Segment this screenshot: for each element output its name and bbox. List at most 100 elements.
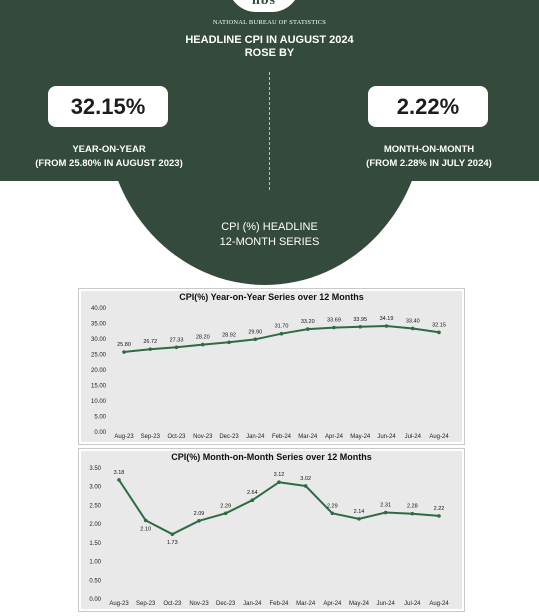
mom-label-title: MONTH-ON-MONTH [383,144,475,155]
y-tick-label: 2.00 [89,522,101,528]
data-point [250,498,255,502]
chart-title: CPI(%) Month-on-Month Series over 12 Mon… [171,452,372,462]
data-point [223,511,228,516]
yoy-label-title: YEAR-ON-YEAR [72,144,146,155]
y-tick-label: 20.00 [91,368,107,374]
x-tick-label: Jun-24 [377,434,396,440]
y-tick-label: 3.50 [89,466,101,472]
yoy-chart-panel: CPI(%) Year-on-Year Series over 12 Month… [78,288,465,445]
x-tick-label: Jul-24 [404,601,421,607]
data-label: 3.18 [114,470,125,476]
data-label: 27.33 [170,337,184,343]
data-point [143,518,148,523]
data-label: 1.73 [167,540,178,546]
mom-chart-panel: CPI(%) Month-on-Month Series over 12 Mon… [78,448,465,612]
mom-label-sub: (FROM 2.28% IN JULY 2024) [366,158,492,169]
x-tick-label: May-24 [350,434,371,440]
data-label: 28.20 [196,335,210,341]
data-point [330,511,335,516]
x-tick-label: Sep-23 [136,601,156,607]
data-label: 3.12 [274,472,285,478]
y-tick-label: 15.00 [91,384,107,390]
data-label: 34.19 [380,316,394,322]
data-label: 2.22 [434,506,445,512]
data-point [279,331,284,336]
chart-background [81,451,462,609]
yoy-label: YEAR-ON-YEAR (FROM 25.80% IN AUGUST 2023… [4,143,214,171]
mom-value-box: 2.22% [368,86,488,127]
mom-chart: CPI(%) Month-on-Month Series over 12 Mon… [81,451,462,609]
x-tick-label: Mar-24 [298,434,318,440]
data-label: 33.95 [353,317,367,323]
x-tick-label: Apr-24 [323,601,342,607]
data-point [437,514,441,518]
data-point [253,337,258,342]
x-tick-label: Oct-23 [167,434,186,440]
yoy-chart: CPI(%) Year-on-Year Series over 12 Month… [81,291,462,442]
x-tick-label: Jun-24 [376,601,395,607]
x-tick-label: Feb-24 [272,434,292,440]
y-tick-label: 0.00 [89,597,101,603]
headline-title: HEADLINE CPI IN AUGUST 2024 ROSE BY [0,34,539,60]
x-tick-label: Apr-24 [325,434,344,440]
data-label: 26.72 [143,339,157,345]
data-point [170,532,175,537]
data-label: 2.29 [220,503,231,509]
x-tick-label: Oct-23 [163,601,182,607]
x-tick-label: Jul-24 [405,434,422,440]
y-tick-label: 35.00 [91,322,107,328]
data-point [277,480,281,485]
mom-label: MONTH-ON-MONTH (FROM 2.28% IN JULY 2024) [332,143,526,171]
data-point [437,330,441,335]
yoy-label-sub: (FROM 25.80% IN AUGUST 2023) [35,158,183,169]
series-title: CPI (%) HEADLINE 12-MONTH SERIES [0,220,539,250]
data-point [383,510,388,515]
logo-text: nbs [251,0,277,8]
data-label: 2.29 [327,503,338,509]
data-label: 2.64 [247,490,258,496]
data-label: 33.20 [301,319,315,325]
data-label: 3.02 [300,476,311,482]
series-title-line-1: CPI (%) HEADLINE [221,221,318,233]
agency-name: NATIONAL BUREAU OF STATISTICS [212,19,327,26]
data-point [117,478,121,482]
data-point [303,484,308,488]
data-label: 2.28 [407,504,418,510]
series-title-line-2: 12-MONTH SERIES [219,236,320,248]
chart-background [81,291,462,442]
x-tick-label: Jan-24 [243,601,262,607]
data-label: 2.14 [354,509,365,515]
data-label: 25.80 [117,342,131,348]
nbs-logo: nbs [228,0,300,12]
yoy-value-box: 32.15% [48,86,168,127]
x-tick-label: Aug-24 [429,434,449,440]
data-label: 2.10 [140,526,151,532]
data-point [410,326,415,331]
x-tick-label: Aug-23 [114,434,134,440]
headline-line-2: ROSE BY [244,47,295,59]
y-tick-label: 10.00 [91,399,107,405]
y-tick-label: 0.00 [94,430,106,436]
yoy-value: 32.15% [70,93,146,119]
data-label: 29.90 [248,329,262,335]
data-point [227,340,231,345]
stats-divider [269,72,270,190]
data-point [148,347,153,351]
data-point [305,327,310,331]
x-tick-label: Aug-24 [429,601,449,607]
y-tick-label: 25.00 [91,353,107,359]
data-label: 32.15 [432,322,446,328]
data-point [358,324,363,329]
y-tick-label: 40.00 [91,306,107,312]
x-tick-label: Nov-23 [189,601,209,607]
data-point [410,511,415,516]
data-label: 28.92 [222,332,236,338]
y-tick-label: 1.00 [89,560,101,566]
x-tick-label: Dec-23 [216,601,236,607]
y-tick-label: 1.50 [89,541,101,547]
data-label: 31.70 [275,324,289,330]
x-tick-label: Feb-24 [269,601,289,607]
y-tick-label: 2.50 [89,503,101,509]
headline-line-1: HEADLINE CPI IN AUGUST 2024 [185,34,354,46]
data-point [384,324,389,328]
